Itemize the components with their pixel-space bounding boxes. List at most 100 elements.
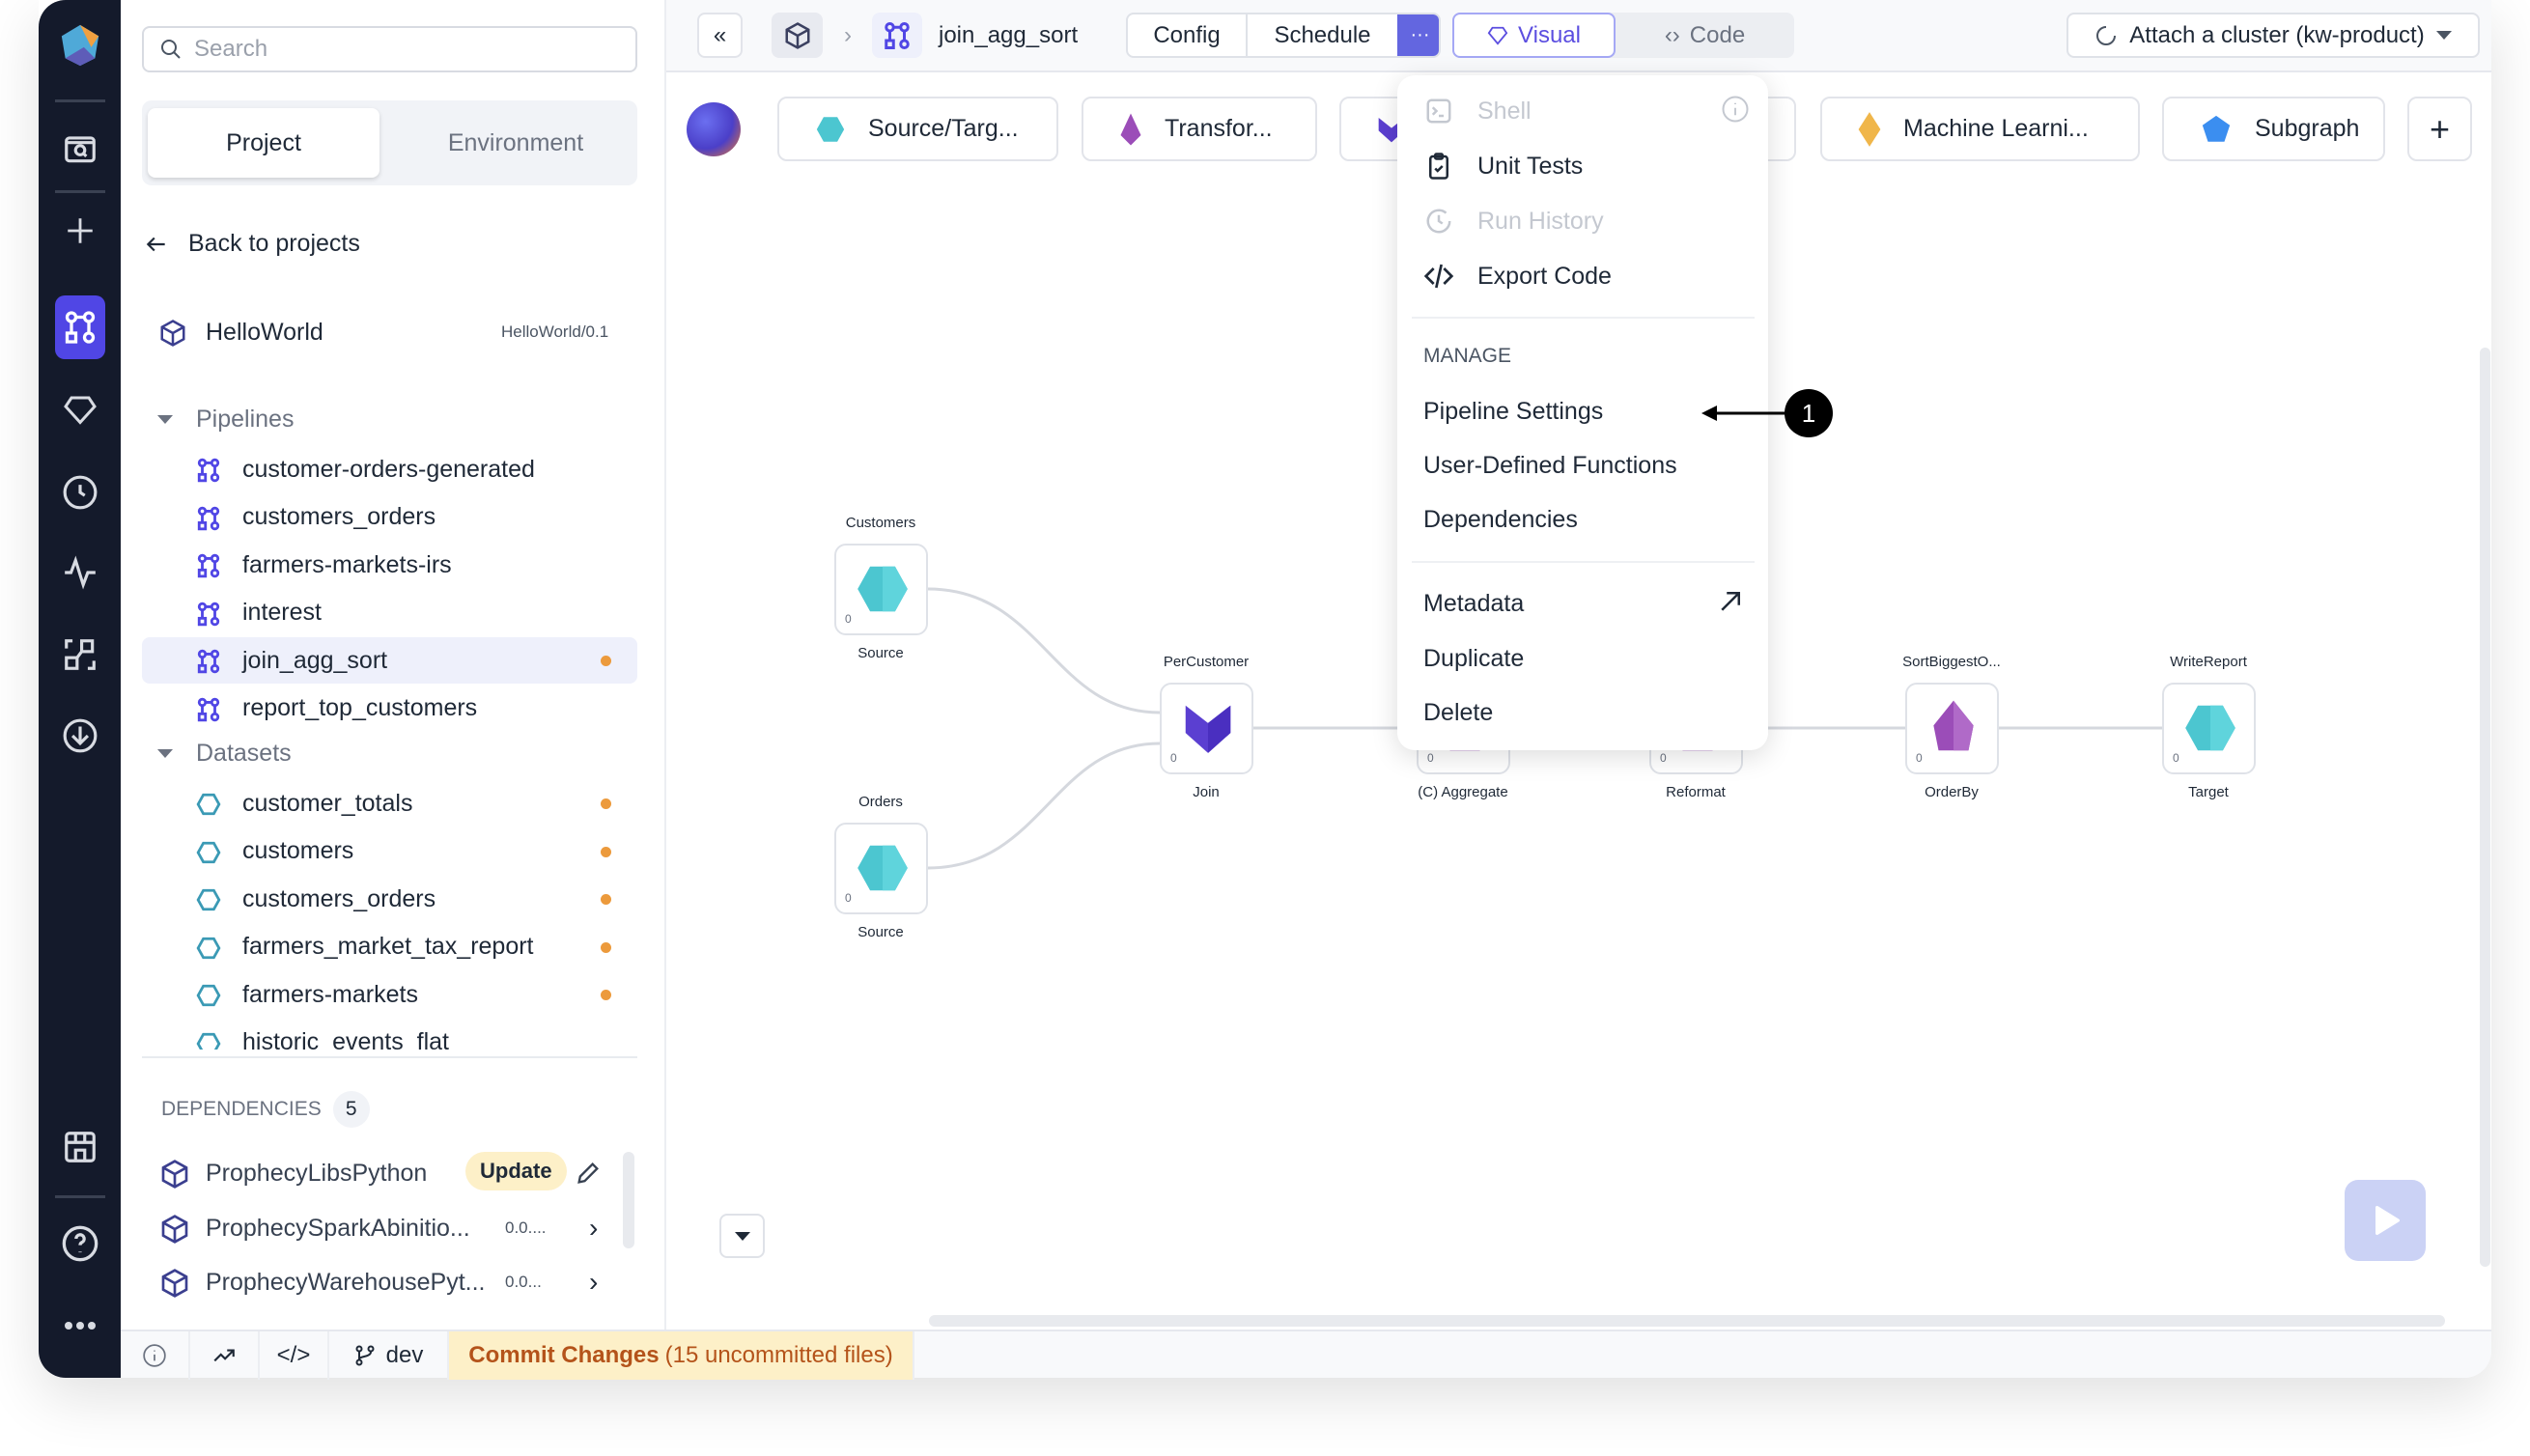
pipeline-node[interactable]: 0 <box>834 823 928 914</box>
dependency-item[interactable]: ProphecyLibsPython Update <box>159 1150 623 1196</box>
menu-item-manage[interactable]: Pipeline Settings <box>1423 397 1604 425</box>
branch-button[interactable]: dev <box>329 1331 449 1380</box>
update-badge[interactable]: Update <box>465 1152 567 1190</box>
commit-changes-button[interactable]: Commit Changes (15 uncommitted files) <box>449 1331 914 1380</box>
menu-item-manage[interactable]: Dependencies <box>1423 505 1578 533</box>
project-row[interactable]: HelloWorld HelloWorld/0.1 <box>142 309 637 355</box>
pipeline-item[interactable]: join_agg_sort <box>142 637 637 684</box>
rail-download-button[interactable] <box>55 711 105 761</box>
menu-item-other[interactable]: Metadata <box>1423 589 1525 617</box>
rail-plus-button[interactable] <box>55 206 105 256</box>
project-name: HelloWorld <box>206 318 323 346</box>
item-name: interest <box>242 599 322 626</box>
menu-item-export-code[interactable]: Export Code <box>1423 255 1612 297</box>
rail-pulse-button[interactable] <box>55 547 105 598</box>
rail-clock-button[interactable] <box>55 467 105 518</box>
tab-environment[interactable]: Environment <box>447 128 584 156</box>
pipeline-item[interactable]: farmers-markets-irs <box>142 542 637 588</box>
branch-name: dev <box>385 1342 424 1368</box>
pipeline-item[interactable]: report_top_customers <box>142 686 637 732</box>
dataset-item[interactable]: customers_orders <box>142 876 637 922</box>
commit-detail: (15 uncommitted files) <box>664 1342 893 1368</box>
menu-item-run-history[interactable]: Run History <box>1423 200 1604 242</box>
vertical-scrollbar[interactable] <box>2480 348 2490 1267</box>
pipeline-node[interactable]: 0 <box>1160 683 1253 774</box>
chevron-right-icon[interactable]: › <box>589 1213 599 1243</box>
menu-item-manage[interactable]: User-Defined Functions <box>1423 451 1677 479</box>
gem-category-label: Machine Learni... <box>1903 115 2089 142</box>
datasets-list: customer_totals customers customers_orders… <box>142 772 637 1050</box>
rail-gem-button[interactable] <box>55 384 105 434</box>
tab-project[interactable]: Project <box>148 108 380 178</box>
attach-cluster-dropdown[interactable]: Attach a cluster (kw-product) <box>2066 13 2480 58</box>
code-button[interactable]: </> <box>260 1331 329 1380</box>
pipeline-item[interactable]: interest <box>142 590 637 636</box>
edge-customers-join <box>927 587 1161 714</box>
add-gem-button[interactable]: + <box>2407 97 2472 161</box>
clock-icon <box>62 474 98 511</box>
search-input[interactable]: Search <box>142 26 637 72</box>
pipeline-item[interactable]: customer-orders-generated <box>142 446 637 492</box>
gem-category-button[interactable]: Source/Targ... <box>777 97 1058 161</box>
view-mode-toggle: Visual ‹› Code <box>1452 13 1794 58</box>
info-icon[interactable] <box>1721 95 1750 128</box>
gem-category-button[interactable]: Subgraph <box>2162 97 2385 161</box>
more-options-button[interactable]: ··· <box>1397 14 1439 56</box>
item-name: farmers-markets-irs <box>242 550 452 578</box>
menu-item-unit-tests[interactable]: Unit Tests <box>1423 145 1583 187</box>
config-schedule-group: Config Schedule ··· <box>1126 13 1441 58</box>
dataset-item[interactable]: customer_totals <box>142 780 637 826</box>
config-button[interactable]: Config <box>1128 14 1248 56</box>
pipeline-icon <box>63 310 98 345</box>
dataset-item[interactable]: farmers_market_tax_report <box>142 924 637 970</box>
modified-dot <box>601 846 611 857</box>
dataset-item[interactable]: farmers-markets <box>142 971 637 1018</box>
rail-pipeline-button[interactable] <box>55 295 105 359</box>
cluster-label: Attach a cluster (kw-product) <box>2129 21 2425 48</box>
search-folder-icon <box>62 130 98 167</box>
gem-category-button[interactable]: Transfor... <box>1082 97 1317 161</box>
divider <box>142 1056 637 1058</box>
pipeline-node[interactable]: 0 <box>834 544 928 635</box>
back-to-projects-link[interactable]: Back to projects <box>142 220 637 266</box>
rail-search-folder-button[interactable] <box>55 124 105 174</box>
menu-item-shell[interactable]: Shell <box>1423 90 1532 132</box>
rail-graph-button[interactable] <box>55 630 105 680</box>
rail-logo-button <box>55 20 105 70</box>
item-name: farmers-markets <box>242 980 418 1008</box>
sidebar-scrollbar[interactable] <box>623 1152 634 1248</box>
gem-category-button[interactable]: Machine Learni... <box>1820 97 2140 161</box>
code-brackets-icon: ‹› <box>1664 21 1680 48</box>
chevron-right-icon[interactable]: › <box>589 1267 599 1297</box>
pipeline-node[interactable]: 0 <box>2162 683 2256 774</box>
dataset-item[interactable]: customers <box>142 828 637 875</box>
pencil-icon[interactable] <box>575 1160 602 1193</box>
pipeline-item[interactable]: customers_orders <box>142 494 637 541</box>
datasets-section-header[interactable]: Datasets <box>157 740 292 768</box>
info-button[interactable] <box>121 1331 190 1380</box>
trending-up-icon <box>213 1349 235 1362</box>
menu-item-other[interactable]: Duplicate <box>1423 644 1525 672</box>
horizontal-scrollbar[interactable] <box>929 1315 2445 1327</box>
rail-help-button[interactable] <box>55 1218 105 1269</box>
pipelines-section-header[interactable]: Pipelines <box>157 406 294 434</box>
menu-item-other[interactable]: Delete <box>1423 698 1494 726</box>
gem-shape-icon <box>1857 110 1882 149</box>
code-tab[interactable]: ‹› Code <box>1616 13 1794 58</box>
dependency-item[interactable]: ProphecySparkAbinitio... 0.0.... › <box>159 1205 623 1251</box>
project-button[interactable] <box>772 13 823 58</box>
collapse-sidebar-button[interactable]: « <box>697 13 743 58</box>
record-count: 0 <box>1916 751 1923 765</box>
metrics-button[interactable] <box>190 1331 260 1380</box>
pipeline-node[interactable]: 0 <box>1905 683 1999 774</box>
gem-palette-orb[interactable] <box>687 102 741 156</box>
dependency-item[interactable]: ProphecyWarehousePyt... 0.0... › <box>159 1259 623 1305</box>
rail-more-button[interactable] <box>55 1301 105 1351</box>
dataset-item[interactable]: historic_events_flat <box>142 1020 637 1050</box>
run-pipeline-button[interactable] <box>2345 1180 2426 1261</box>
schedule-button[interactable]: Schedule <box>1274 21 1371 48</box>
rail-store-button[interactable] <box>55 1122 105 1172</box>
rail-divider <box>55 190 105 193</box>
canvas-dropdown-button[interactable] <box>719 1214 765 1258</box>
visual-tab[interactable]: Visual <box>1452 13 1616 58</box>
